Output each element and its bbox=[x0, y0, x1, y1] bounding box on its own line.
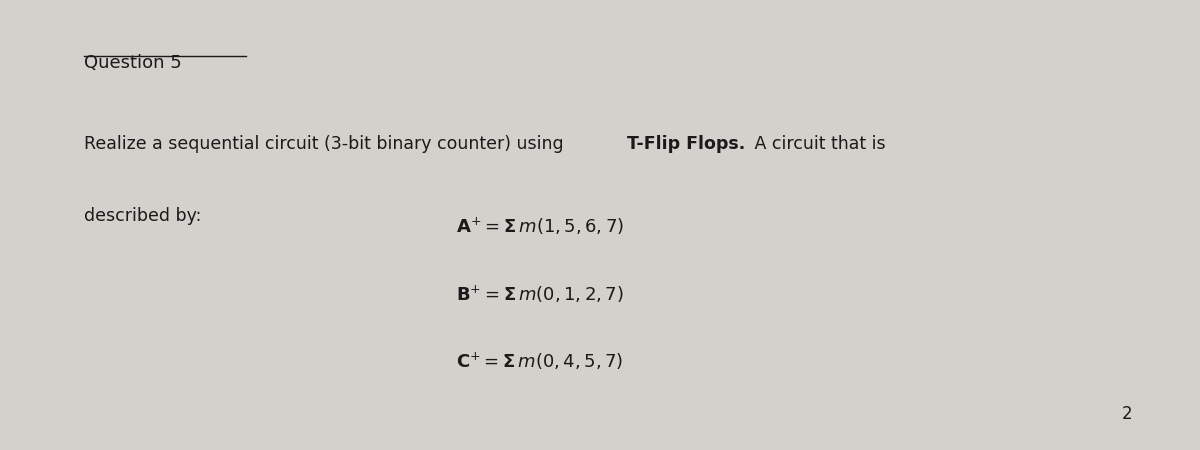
Text: $\mathbf{A}^{+} = \mathbf{\Sigma}\,m(1, 5, 6, 7)$: $\mathbf{A}^{+} = \mathbf{\Sigma}\,m(1, … bbox=[456, 216, 624, 237]
Text: Realize a sequential circuit (3-bit binary counter) using: Realize a sequential circuit (3-bit bina… bbox=[84, 135, 569, 153]
Text: Question 5: Question 5 bbox=[84, 54, 181, 72]
Text: $\mathbf{C}^{+} = \mathbf{\Sigma}\,m(0, 4, 5, 7)$: $\mathbf{C}^{+} = \mathbf{\Sigma}\,m(0, … bbox=[456, 351, 623, 372]
Text: described by:: described by: bbox=[84, 207, 202, 225]
Text: $\mathbf{B}^{+} = \mathbf{\Sigma}\,m(0, 1, 2, 7)$: $\mathbf{B}^{+} = \mathbf{\Sigma}\,m(0, … bbox=[456, 284, 624, 305]
Text: A circuit that is: A circuit that is bbox=[749, 135, 886, 153]
Text: 2: 2 bbox=[1122, 405, 1133, 423]
Text: T-Flip Flops.: T-Flip Flops. bbox=[626, 135, 745, 153]
